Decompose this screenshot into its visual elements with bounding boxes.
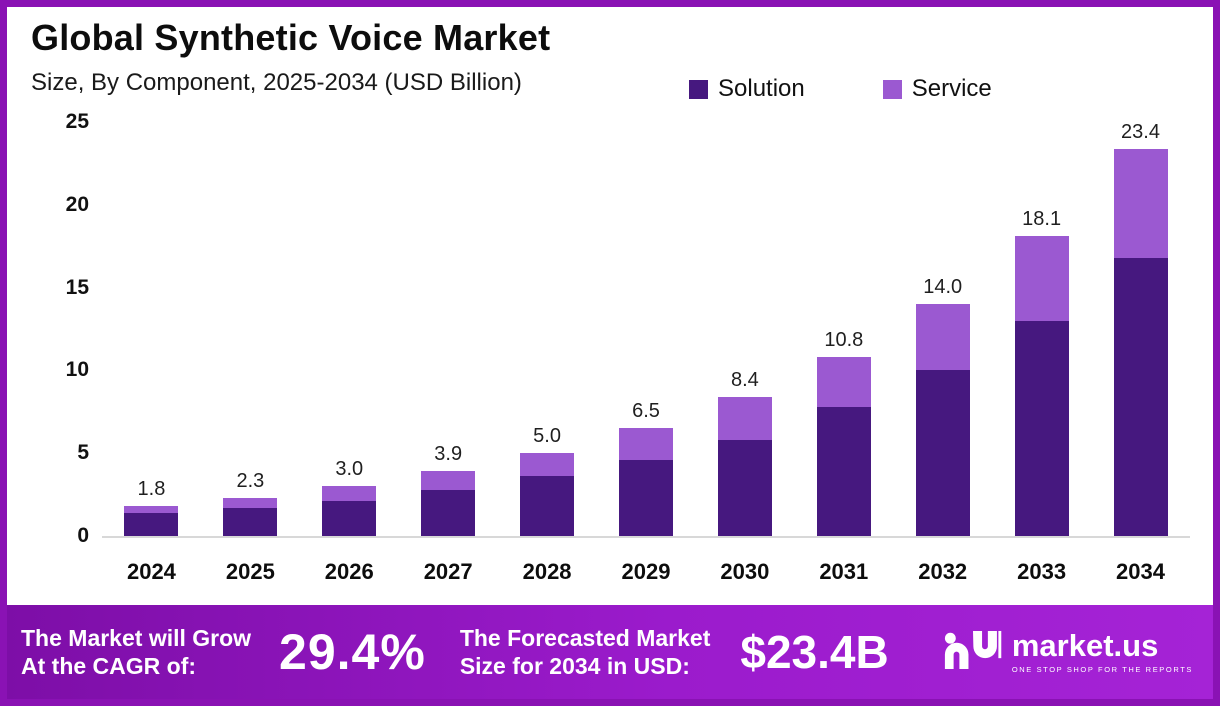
plot-area: 1.8 2.3 3.0 3.9 5.0 6.5 8.4 10.8 14.0 18.1 23.4 [102,122,1190,538]
bar-segment-solution [816,406,871,536]
bar-total-label: 10.8 [824,329,864,352]
footer-banner: The Market will Grow At the CAGR of: 29.… [7,605,1213,699]
x-axis-label: 2024 [126,559,176,584]
bar-group-2026: 3.0 [300,122,399,536]
bar-total-label: 2.3 [236,469,265,492]
cagr-caption-line2: At the CAGR of: [21,653,197,679]
bar-total-label: 6.5 [632,400,660,423]
y-axis: 25 20 15 10 5 0 [37,110,89,547]
bar-segment-solution [223,507,278,536]
bar-group-2027: 3.9 [399,122,498,536]
y-axis-tick: 10 [65,358,89,382]
bar-group-2028: 5.0 [498,122,597,536]
stacked-bar [717,396,772,536]
bar-segment-service [520,453,575,477]
brand-name: market.us [1011,628,1159,663]
bar-total-label: 5.0 [533,425,561,448]
legend-swatch-service [882,79,902,99]
bar-segment-solution [421,489,476,536]
bar-segment-solution [322,501,377,536]
bar-total-label: 8.4 [730,368,759,391]
stacked-bar [1113,148,1168,536]
bar-segment-solution [1014,320,1069,536]
bar-segment-service [223,497,278,508]
x-axis-label: 2031 [819,559,869,584]
marketus-logo-icon [944,629,1002,676]
bar-segment-service [1113,148,1168,258]
brand-tagline: ONE STOP SHOP FOR THE REPORTS [1011,665,1193,674]
legend-label-solution: Solution [718,75,805,102]
x-axis-label: 2033 [1017,559,1067,584]
bar-group-2029: 6.5 [597,122,696,536]
cagr-caption: The Market will Grow At the CAGR of: [21,624,251,680]
stacked-bar [322,486,377,536]
bar-segment-solution [717,439,772,536]
forecast-value: $23.4B [740,626,889,678]
bar-total-label: 3.9 [434,443,463,466]
forecast-caption-line2: Size for 2034 in USD: [459,653,690,679]
brand-block: market.us ONE STOP SHOP FOR THE REPORTS [944,629,1193,676]
stacked-bar [421,471,476,536]
page-title: Global Synthetic Voice Market [31,17,551,58]
stacked-bar [816,357,871,536]
y-axis-tick: 0 [77,524,89,547]
bar-segment-service [124,506,179,513]
bar-segment-solution [124,512,179,536]
bar-total-label: 18.1 [1022,208,1062,231]
stacked-bar [1014,236,1069,536]
y-axis-tick: 25 [65,110,89,133]
x-axis-label: 2028 [522,559,572,584]
bar-segment-service [618,428,673,460]
bar-group-2030: 8.4 [695,122,794,536]
bar-segment-solution [1113,257,1168,536]
page-subtitle: Size, By Component, 2025-2034 (USD Billi… [31,69,522,96]
y-axis-tick: 5 [77,441,89,465]
brand-text: market.us ONE STOP SHOP FOR THE REPORTS [1012,630,1193,674]
cagr-value: 29.4% [279,624,426,680]
bar-total-label: 1.8 [137,478,166,501]
x-axis-label: 2030 [720,559,770,584]
stacked-bar [124,506,179,536]
bar-segment-service [421,471,476,490]
bar-segment-service [322,486,377,502]
x-axis-label: 2034 [1116,559,1165,584]
legend-item-service: Service [882,75,992,103]
legend-item-solution: Solution [689,75,805,103]
x-axis-label: 2027 [423,559,473,584]
x-axis-labels: 2024 2025 2026 2027 2028 2029 2030 2031 2032 2033… [102,559,1190,585]
bar-group-2034: 23.4 [1091,122,1190,536]
x-axis-label: 2026 [324,559,374,584]
legend-label-service: Service [911,75,992,102]
bar-segment-service [717,396,772,440]
bar-group-2024: 1.8 [102,122,201,536]
stacked-bar [520,453,575,536]
bar-segment-service [816,357,871,407]
bar-group-2033: 18.1 [992,122,1091,536]
y-axis-tick: 15 [65,275,89,299]
legend-swatch-solution [689,79,708,99]
bar-segment-solution [618,459,673,536]
stacked-bar [915,304,970,536]
legend: Solution Service [689,75,992,103]
bar-group-2025: 2.3 [201,122,300,536]
bar-segment-service [915,304,970,371]
bar-total-label: 23.4 [1121,120,1160,143]
bar-segment-solution [520,476,575,536]
forecast-caption-line1: The Forecasted Market [459,624,711,651]
forecast-caption: The Forecasted Market Size for 2034 in U… [460,624,711,680]
bar-segment-service [1014,236,1069,321]
y-axis-tick: 20 [65,192,89,216]
bar-total-label: 14.0 [923,276,963,299]
x-axis-label: 2025 [225,559,275,584]
bar-group-2032: 14.0 [893,122,992,536]
cagr-caption-line1: The Market will Grow [21,624,252,651]
stacked-bar [223,497,278,536]
stacked-bar [618,428,673,536]
bar-group-2031: 10.8 [794,122,893,536]
bar-total-label: 3.0 [335,458,364,481]
x-axis-label: 2032 [918,559,968,584]
x-axis-label: 2029 [621,559,671,584]
bar-segment-solution [915,370,970,536]
